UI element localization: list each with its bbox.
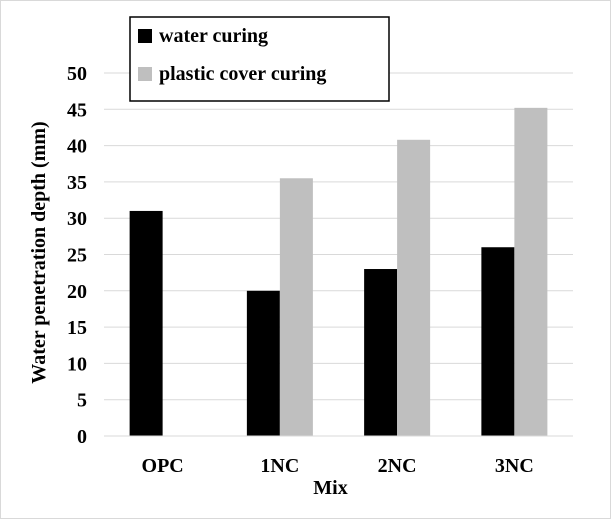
y-axis-title: Water penetration depth (mm) <box>28 121 50 383</box>
bars <box>129 107 548 437</box>
legend-swatch-water-curing <box>138 29 152 43</box>
legend-label: plastic cover curing <box>159 63 326 85</box>
y-tick-label: 20 <box>67 281 87 303</box>
y-tick-label: 10 <box>67 353 87 375</box>
gridlines <box>104 72 573 401</box>
y-tick-label: 50 <box>67 63 87 85</box>
y-tick-label: 45 <box>67 99 87 121</box>
x-tick-label: 3NC <box>495 455 534 477</box>
y-tick-label: 25 <box>67 245 87 267</box>
y-tick-label: 0 <box>77 426 87 448</box>
legend-box <box>129 16 390 102</box>
bar-water-curing-3nc <box>481 247 515 436</box>
legend-swatch-plastic-cover-curing <box>138 67 152 81</box>
y-tick-label: 15 <box>67 317 87 339</box>
x-tick-label: 1NC <box>260 455 299 477</box>
bar-plastic-cover-curing-1nc <box>279 178 313 436</box>
bar-water-curing-opc <box>129 210 163 436</box>
x-tick-label: OPC <box>142 455 184 477</box>
x-tick-label: 2NC <box>378 455 417 477</box>
x-axis-title: Mix <box>313 477 347 499</box>
y-tick-label: 40 <box>67 136 87 158</box>
bar-plastic-cover-curing-3nc <box>514 107 548 437</box>
x-axis-ticks: OPC 1NC 2NC 3NC <box>142 455 534 477</box>
bar-water-curing-1nc <box>246 290 280 436</box>
y-axis-ticks: 0 5 10 15 20 25 30 35 40 45 50 <box>67 63 87 448</box>
legend-label: water curing <box>159 25 268 47</box>
y-tick-label: 5 <box>77 390 87 412</box>
y-tick-label: 30 <box>67 208 87 230</box>
y-tick-label: 35 <box>67 172 87 194</box>
legend: water curing plastic cover curing <box>129 16 390 102</box>
bar-water-curing-2nc <box>364 269 398 436</box>
bar-plastic-cover-curing-2nc <box>397 139 431 437</box>
